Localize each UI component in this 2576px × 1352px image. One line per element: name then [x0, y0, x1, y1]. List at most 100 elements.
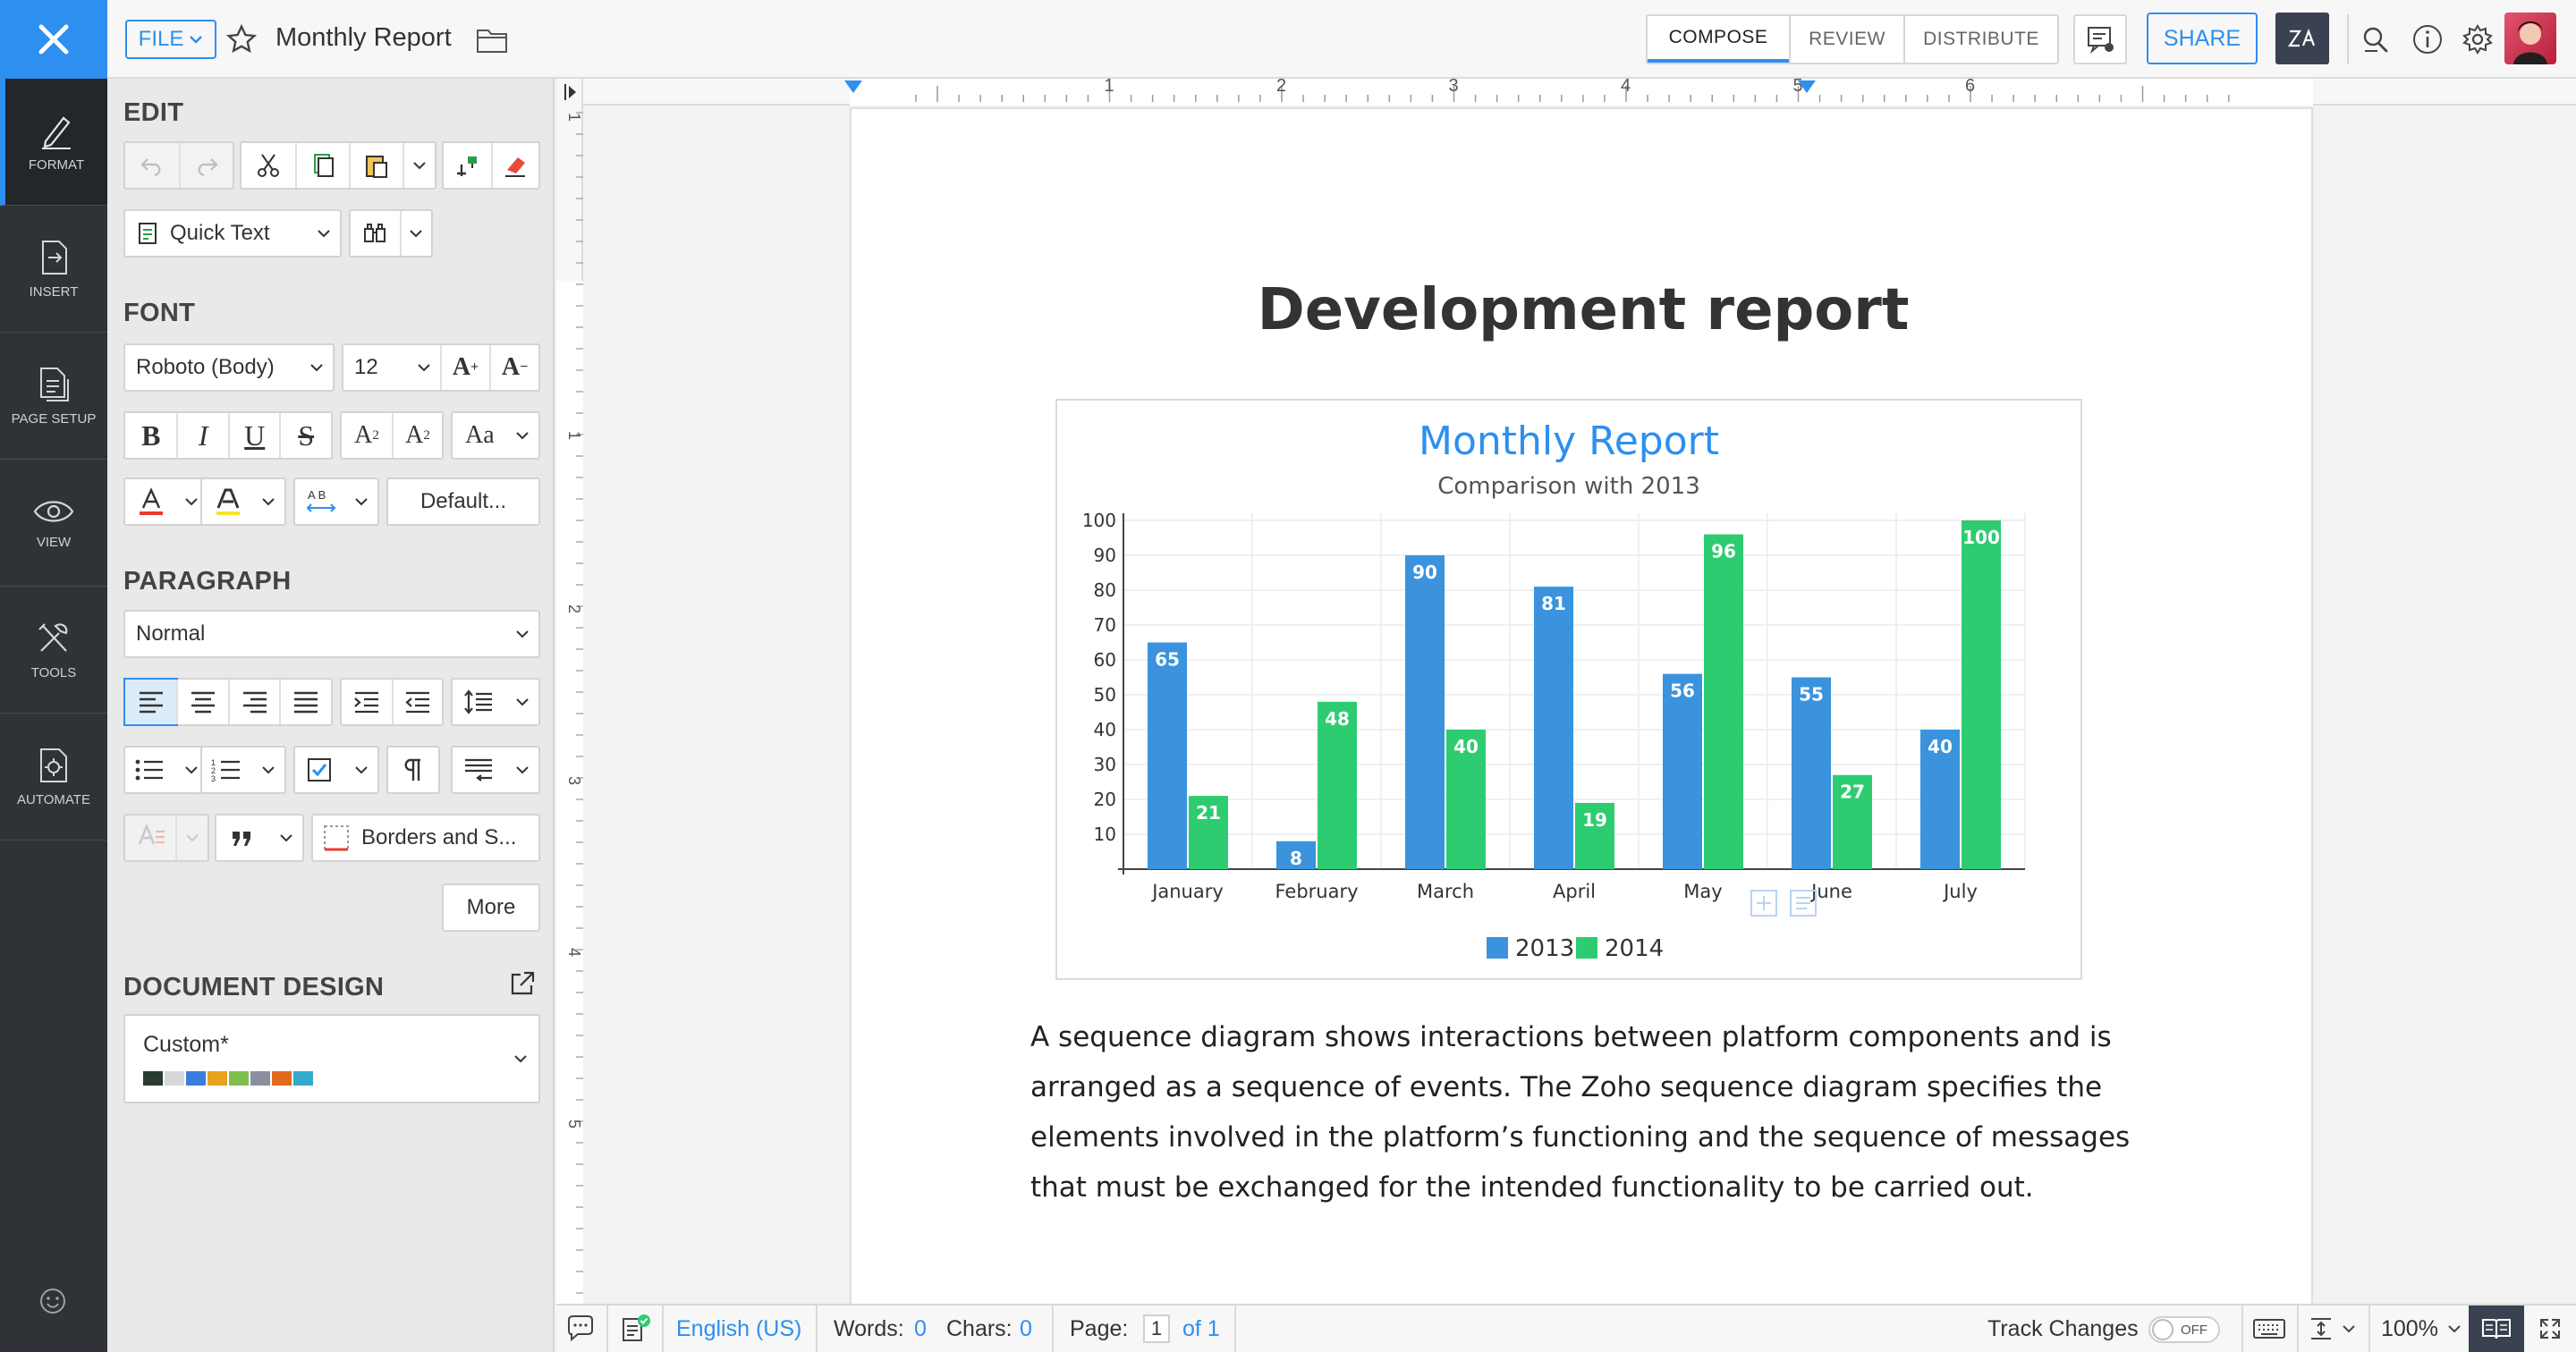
format-painter-button[interactable]: [444, 143, 491, 188]
paragraph-style-dropdown[interactable]: Normal: [123, 610, 540, 658]
borders-and-shading-button[interactable]: Borders and S...: [311, 814, 540, 862]
line-spacing-dropdown[interactable]: [451, 678, 540, 726]
bar-2014-july[interactable]: [1962, 520, 2001, 869]
show-formatting-marks-button[interactable]: [386, 746, 440, 794]
search-button[interactable]: [2347, 14, 2401, 64]
document-page[interactable]: Development report Monthly Report Compari…: [850, 107, 2313, 1306]
right-indent-marker[interactable]: [1798, 80, 1816, 93]
feedback-button[interactable]: [38, 1286, 68, 1321]
increase-indent-button[interactable]: [342, 680, 392, 724]
default-style-button[interactable]: Default...: [386, 477, 540, 526]
align-center-button[interactable]: [176, 680, 228, 724]
clear-format-button[interactable]: [490, 143, 538, 188]
paste-options-dropdown[interactable]: [402, 143, 435, 188]
checklist-dropdown[interactable]: [293, 746, 379, 794]
tab-review[interactable]: REVIEW: [1789, 16, 1903, 63]
bar-2013-april[interactable]: [1534, 587, 1573, 869]
quick-text-dropdown[interactable]: Quick Text: [123, 209, 342, 258]
bar-2013-february[interactable]: [1276, 841, 1316, 869]
document-heading[interactable]: Development report: [1257, 277, 1910, 343]
align-right-button[interactable]: [227, 680, 280, 724]
underline-button[interactable]: U: [227, 413, 280, 458]
bar-2013-july[interactable]: [1920, 730, 1960, 869]
text-effects-dropdown[interactable]: [123, 814, 209, 862]
bar-2014-january[interactable]: [1189, 796, 1228, 869]
left-indent-marker[interactable]: [844, 80, 862, 93]
legend-label[interactable]: 2014: [1605, 935, 1664, 962]
reading-view-button[interactable]: [2469, 1306, 2524, 1352]
bar-2014-may[interactable]: [1704, 534, 1743, 869]
info-button[interactable]: [2401, 14, 2454, 64]
rail-item-view[interactable]: VIEW: [0, 460, 107, 587]
quote-dropdown[interactable]: [215, 814, 304, 862]
font-color-dropdown[interactable]: [123, 477, 209, 526]
decrease-font-button[interactable]: A −: [489, 345, 538, 390]
tab-compose[interactable]: COMPOSE: [1648, 16, 1789, 63]
document-design-dropdown[interactable]: Custom*: [123, 1014, 540, 1103]
find-options-dropdown[interactable]: [399, 211, 431, 256]
legend-label[interactable]: 2013: [1515, 935, 1574, 962]
spell-check-button[interactable]: [619, 1306, 651, 1352]
bar-2014-march[interactable]: [1446, 730, 1486, 869]
document-paragraph[interactable]: A sequence diagram shows interactions be…: [1030, 1021, 2131, 1204]
language-selector[interactable]: English (US): [676, 1315, 802, 1341]
rail-item-format[interactable]: FORMAT: [0, 79, 107, 206]
font-family-dropdown[interactable]: Roboto (Body): [123, 343, 335, 392]
document-title[interactable]: Monthly Report: [275, 23, 452, 52]
folder-icon[interactable]: [476, 27, 508, 54]
page-fit-dropdown[interactable]: [2308, 1306, 2356, 1352]
avatar[interactable]: [2504, 13, 2556, 64]
fullscreen-button[interactable]: [2528, 1306, 2572, 1352]
block-options-icon[interactable]: [1789, 889, 1818, 917]
align-left-button[interactable]: [123, 678, 179, 726]
find-button[interactable]: [351, 211, 400, 256]
undo-button[interactable]: [125, 143, 179, 188]
chart-container[interactable]: Monthly Report Comparison with 2013 10 20 30…: [1055, 399, 2082, 980]
share-button[interactable]: SHARE: [2147, 13, 2258, 64]
zia-assistant-button[interactable]: [2275, 13, 2329, 64]
increase-font-button[interactable]: A +: [439, 345, 489, 390]
external-link-icon[interactable]: [508, 969, 537, 998]
track-changes-toggle[interactable]: OFF: [2148, 1316, 2220, 1343]
decrease-indent-button[interactable]: [391, 680, 442, 724]
horizontal-ruler[interactable]: 1 2 3 4 5 6: [583, 76, 2576, 106]
more-options-button[interactable]: More: [442, 883, 540, 932]
rail-item-page-setup[interactable]: PAGE SETUP: [0, 333, 107, 460]
paragraph-spacing-dropdown[interactable]: [451, 746, 540, 794]
bar-2014-february[interactable]: [1318, 701, 1357, 869]
strikethrough-button[interactable]: S: [279, 413, 331, 458]
rail-item-insert[interactable]: INSERT: [0, 206, 107, 333]
paste-button[interactable]: [349, 143, 402, 188]
star-icon[interactable]: [225, 23, 258, 55]
comments-panel-button[interactable]: [2073, 14, 2127, 64]
justify-button[interactable]: [279, 680, 331, 724]
change-case-dropdown[interactable]: Aa: [451, 411, 540, 460]
italic-button[interactable]: I: [176, 413, 228, 458]
bar-2013-march[interactable]: [1405, 555, 1445, 869]
highlight-color-dropdown[interactable]: [200, 477, 286, 526]
bold-button[interactable]: B: [141, 418, 161, 452]
bar-2013-january[interactable]: [1148, 642, 1187, 870]
bullet-list-dropdown[interactable]: [123, 746, 209, 794]
rail-item-automate[interactable]: AUTOMATE: [0, 714, 107, 841]
vertical-ruler[interactable]: 1 1 2 3 4 5: [556, 79, 583, 1304]
file-menu-button[interactable]: FILE: [125, 20, 216, 59]
copy-button[interactable]: [295, 143, 349, 188]
character-spacing-dropdown[interactable]: A B: [293, 477, 379, 526]
zoom-dropdown[interactable]: 100%: [2381, 1306, 2462, 1352]
redo-button[interactable]: [179, 143, 233, 188]
keyboard-button[interactable]: [2252, 1306, 2286, 1352]
bar-2014-june[interactable]: [1833, 774, 1872, 869]
close-button[interactable]: [0, 0, 107, 79]
add-block-icon[interactable]: [1750, 889, 1778, 917]
bar-2014-april[interactable]: [1575, 802, 1614, 869]
bar-2013-june[interactable]: [1792, 677, 1831, 870]
page-number-input[interactable]: 1: [1143, 1314, 1170, 1343]
tab-distribute[interactable]: DISTRIBUTE: [1903, 16, 2057, 63]
bar-2013-may[interactable]: [1663, 673, 1702, 869]
rail-item-tools[interactable]: TOOLS: [0, 587, 107, 714]
settings-button[interactable]: [2451, 14, 2504, 64]
